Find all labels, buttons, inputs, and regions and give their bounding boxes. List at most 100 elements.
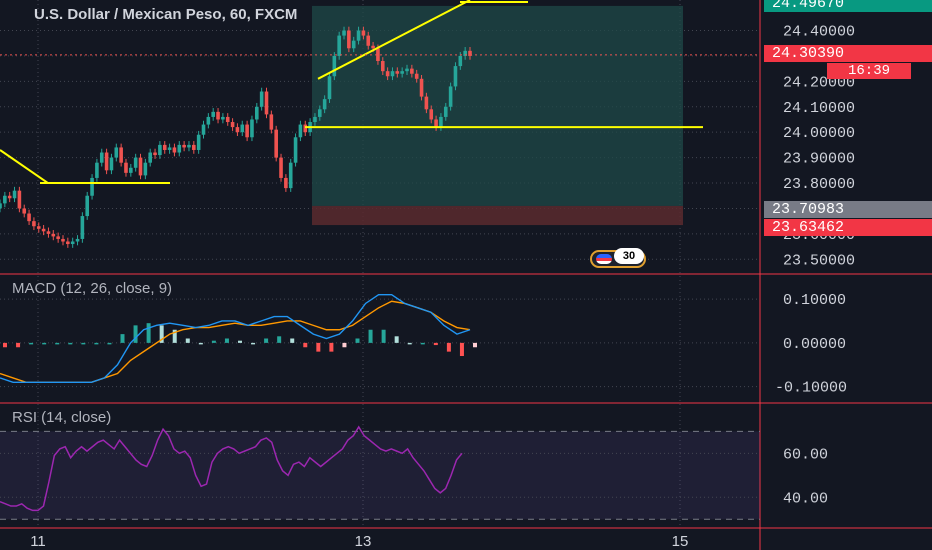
macd-tick-label: -0.10000 [775,380,847,397]
candle-body [313,116,317,123]
macd-histogram-bar [277,336,282,343]
candle-body [332,55,337,77]
profit-zone [312,5,683,206]
candle-body [177,144,182,153]
macd-histogram-bar [146,323,151,343]
macd-histogram-bar [303,342,308,348]
trendline-diagonal-left [0,149,49,184]
candle-body [143,162,148,176]
candle-body [114,147,119,158]
macd-histogram-bar [16,342,21,348]
macd-histogram-bar [94,342,99,345]
candle-body [85,195,90,217]
candle-body [162,144,167,150]
candle-body [109,157,114,171]
macd-tick-label: 0.00000 [783,336,846,353]
candle-body [129,167,133,173]
candle-body [264,91,269,115]
bar-countdown: 16:39 [827,63,911,79]
macd-histogram-bar [198,342,203,345]
price-tick-label: 23.50000 [783,252,855,269]
candle-body [46,231,51,234]
candle-body [158,144,162,156]
candle-body [56,236,60,239]
candle-body [288,162,293,189]
macd-histogram-bar [211,340,216,343]
candle-body [385,71,390,77]
candle-body [27,213,31,222]
macd-histogram-bar [55,342,60,345]
candle-body [70,241,75,245]
candle-body [298,124,303,138]
candle-body [75,238,80,242]
candle-body [99,152,104,163]
macd-histogram-bar [251,342,256,345]
time-tick-label: 11 [30,533,46,550]
macd-histogram-bar [459,342,464,357]
macd-histogram-bar [329,342,334,352]
macd-histogram-bar [107,342,112,345]
macd-histogram-bar [172,329,177,343]
candle-body [196,134,201,150]
candle-body [41,228,46,232]
candle-body [211,111,215,117]
candle-body [80,216,85,239]
macd-histogram-bar [394,336,399,343]
macd-histogram-bar [29,342,34,345]
candle-body [225,116,230,123]
candle-body [366,35,371,46]
candle-body [468,50,472,56]
macd-histogram-bar [407,342,412,345]
macd-histogram-bar [185,338,190,343]
macd-histogram-bar [68,342,73,345]
candle-body [269,114,274,130]
candle-body [255,106,259,120]
candle-body [337,35,341,56]
candle-body [119,147,123,163]
candle-body [303,124,308,133]
macd-histogram-bar [473,342,477,348]
candle-body [439,116,443,128]
trendline-diagonal-up [317,0,471,80]
candle-body [347,30,351,49]
candle-body [274,129,278,158]
entry-price-tag: 23.70983 [764,201,932,218]
candle-body [419,78,424,97]
candle-body [342,30,346,36]
candle-body [458,55,463,67]
candle-body [327,76,332,100]
candle-body [245,124,249,138]
events-badge[interactable]: 30 [590,248,646,268]
candle-body [293,137,298,163]
macd-line [0,294,471,383]
candle-body [124,162,128,173]
candle-body [138,157,143,176]
candle-body [429,109,434,120]
price-tick-label: 24.10000 [783,100,855,117]
target-price-tag: 24.49670 [764,0,932,12]
candle-body [230,122,235,128]
macd-histogram-bar [133,325,138,343]
macd-title: MACD (12, 26, close, 9) [12,280,173,297]
macd-histogram-bar [446,342,451,352]
candle-body [240,124,245,133]
macd-histogram-bar [342,342,347,348]
macd-histogram-bar [368,329,373,343]
rsi-tick-label: 60.00 [783,446,828,463]
macd-histogram-bar [264,338,269,343]
candle-body [356,30,361,41]
macd-histogram-bar [224,338,229,343]
candle-body [453,66,458,87]
macd-histogram-bar [381,329,386,343]
candle-body [376,48,380,62]
rsi-tick-label: 40.00 [783,490,828,507]
candle-body [17,190,22,209]
candle-body [317,109,322,117]
candle-body [424,96,429,110]
candle-body [235,127,240,133]
macd-histogram-bar [290,338,295,343]
chart-title: U.S. Dollar / Mexican Peso, 60, FXCM [34,6,298,23]
macd-histogram-bar [3,342,7,348]
candle-body [90,177,94,196]
